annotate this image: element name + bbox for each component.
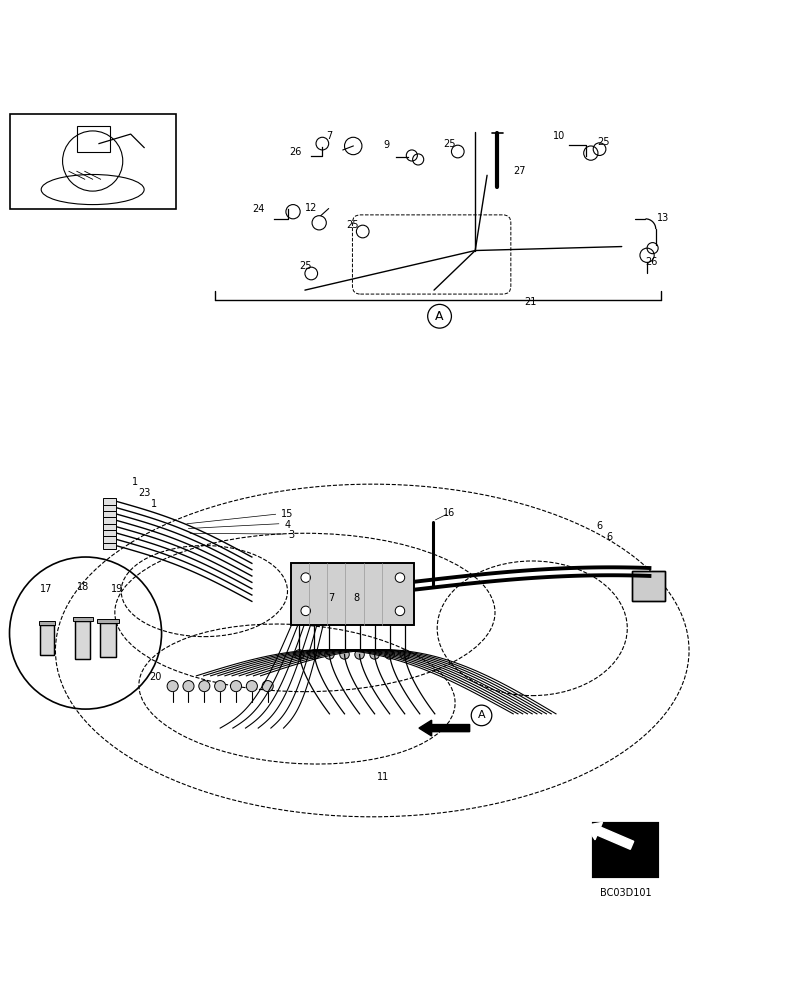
Bar [97, 619, 119, 623]
Bar [100, 623, 116, 657]
FancyArrow shape [585, 822, 634, 849]
Text: 23: 23 [139, 488, 151, 498]
Text: 25: 25 [346, 220, 359, 230]
Circle shape [183, 681, 194, 692]
Circle shape [295, 650, 304, 659]
Circle shape [167, 681, 178, 692]
Text: 3: 3 [288, 530, 295, 540]
Bar [100, 623, 116, 657]
Circle shape [340, 650, 349, 659]
Circle shape [395, 573, 405, 582]
Bar [40, 625, 54, 655]
Bar [291, 563, 414, 625]
Circle shape [199, 681, 210, 692]
Bar [39, 621, 55, 625]
Text: 25: 25 [443, 139, 455, 149]
Circle shape [301, 606, 310, 616]
Circle shape [355, 650, 364, 659]
Text: 9: 9 [383, 140, 390, 150]
Circle shape [310, 650, 319, 659]
Text: 24: 24 [252, 204, 265, 214]
Text: 6: 6 [596, 521, 603, 531]
Text: 15: 15 [281, 509, 294, 519]
Text: 10: 10 [553, 131, 565, 141]
Text: 17: 17 [40, 584, 52, 594]
Bar [103, 505, 116, 511]
Bar [103, 530, 116, 536]
Bar [103, 536, 116, 543]
Bar [75, 621, 90, 659]
Bar [103, 498, 116, 505]
Text: 21: 21 [524, 297, 537, 307]
Circle shape [262, 681, 273, 692]
Text: 16: 16 [443, 508, 455, 518]
Text: 25: 25 [299, 261, 312, 271]
Text: A: A [436, 310, 444, 323]
Text: 11: 11 [377, 772, 390, 782]
Text: A: A [478, 710, 485, 720]
FancyArrow shape [419, 720, 470, 736]
Circle shape [400, 650, 409, 659]
Bar [103, 517, 116, 524]
Bar [40, 625, 54, 655]
Circle shape [325, 650, 334, 659]
Text: 7: 7 [326, 131, 333, 141]
Bar [593, 823, 658, 877]
Text: 8: 8 [353, 593, 360, 603]
Bar [291, 563, 414, 625]
Bar [73, 617, 93, 621]
Circle shape [395, 606, 405, 616]
Bar [75, 621, 90, 659]
Text: 13: 13 [657, 213, 669, 223]
Text: 4: 4 [284, 520, 291, 530]
Circle shape [301, 573, 310, 582]
Bar [103, 524, 116, 530]
Bar [10, 114, 176, 209]
Text: 1: 1 [131, 477, 138, 487]
Bar [103, 543, 116, 549]
Text: 20: 20 [149, 672, 162, 682]
Bar [103, 511, 116, 517]
Text: 27: 27 [513, 166, 526, 176]
Text: 12: 12 [305, 203, 318, 213]
Text: 7: 7 [328, 593, 334, 603]
Text: 25: 25 [597, 137, 610, 147]
Text: 6: 6 [607, 532, 613, 542]
Text: 1: 1 [151, 499, 158, 509]
Text: 26: 26 [289, 147, 302, 157]
Circle shape [215, 681, 226, 692]
Bar [77, 126, 110, 152]
Circle shape [230, 681, 242, 692]
Text: 18: 18 [77, 582, 89, 592]
Circle shape [370, 650, 379, 659]
Bar [593, 823, 658, 877]
Text: BC03D101: BC03D101 [600, 888, 652, 898]
Bar [632, 571, 665, 601]
Bar [632, 571, 665, 601]
Circle shape [385, 650, 394, 659]
Text: 26: 26 [645, 257, 657, 267]
Circle shape [246, 681, 257, 692]
Text: 19: 19 [111, 584, 124, 594]
